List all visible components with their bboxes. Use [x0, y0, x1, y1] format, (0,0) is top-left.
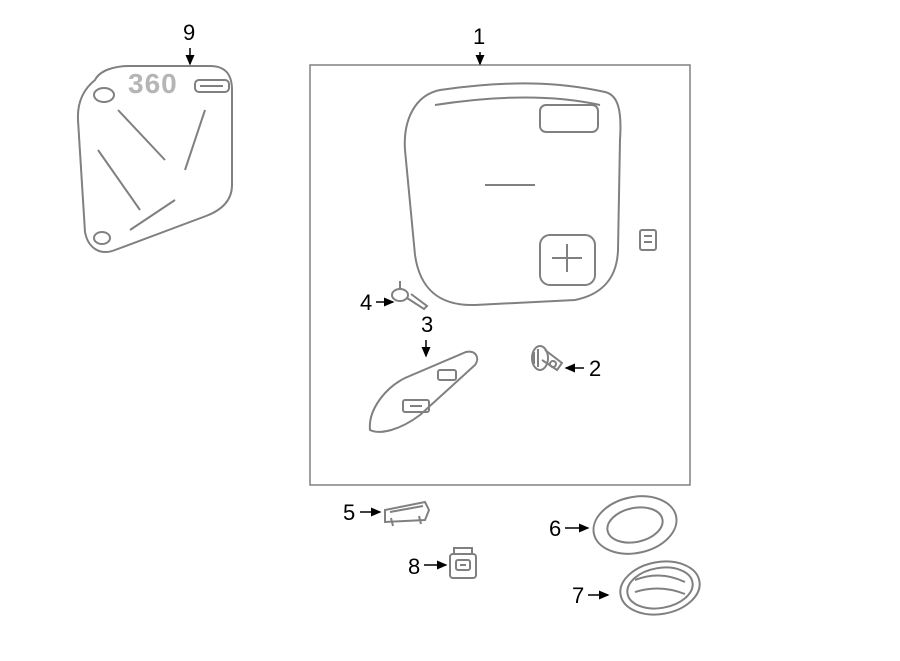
callout-3: 3	[421, 312, 433, 338]
callout-4: 4	[360, 290, 372, 316]
callout-7: 7	[572, 583, 584, 609]
part-7-speaker-grille	[616, 555, 704, 620]
part-5-bracket	[385, 502, 429, 526]
callout-6: 6	[549, 516, 561, 542]
callout-1: 1	[473, 24, 485, 50]
diagram-canvas: 360 1 2 3 4 5 6 7 8 9	[0, 0, 900, 661]
callout-arrows	[190, 48, 608, 595]
part-4-push-pin	[392, 281, 427, 309]
part-2-retainer-clip	[532, 346, 562, 370]
assembly-box	[310, 65, 690, 485]
callout-8: 8	[408, 554, 420, 580]
part-9-emboss-text: 360	[128, 68, 178, 100]
part-1-trim-panel	[405, 83, 656, 305]
callout-5: 5	[343, 500, 355, 526]
callout-9: 9	[183, 20, 195, 46]
part-3-switch-bezel	[370, 352, 477, 432]
callout-2: 2	[589, 356, 601, 382]
part-6-speaker-bezel	[588, 489, 682, 561]
part-8-clip	[450, 548, 476, 578]
